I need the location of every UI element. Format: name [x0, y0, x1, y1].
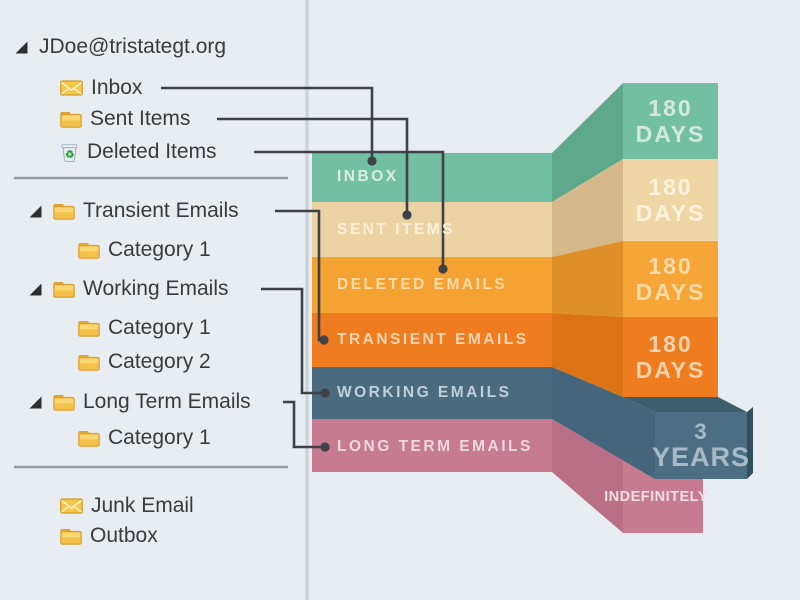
folder-junk-email[interactable]: Junk Email — [60, 492, 194, 520]
expand-triangle-icon[interactable] — [14, 40, 29, 55]
block-3-years — [655, 412, 747, 479]
expand-triangle-icon[interactable] — [28, 395, 43, 410]
band-label-sent-items: SENT ITEMS — [337, 221, 456, 238]
folder-inbox[interactable]: Inbox — [60, 74, 142, 102]
block-180-days-inbox — [623, 83, 718, 159]
retention-value: 180 — [648, 174, 693, 200]
folder-icon — [53, 281, 75, 298]
connector-lines — [161, 86, 445, 449]
folder-label: Transient Emails — [83, 199, 239, 222]
folder-long-term-emails[interactable]: Long Term Emails — [28, 388, 251, 416]
folder-label: Outbox — [90, 524, 158, 547]
folder-icon — [60, 528, 82, 545]
retention-unit: YEARS — [651, 442, 751, 472]
connector-inbox — [161, 86, 374, 160]
folder-deleted-items[interactable]: Deleted Items — [60, 138, 217, 166]
folder-icon — [78, 430, 100, 447]
folder-icon — [78, 242, 100, 259]
band-label-long-term-emails: LONG TERM EMAILS — [337, 438, 533, 455]
folder-outbox[interactable]: Outbox — [60, 522, 158, 550]
ribbon-long-term — [552, 419, 623, 533]
retention-value: 180 — [648, 253, 693, 279]
folder-label: Working Emails — [83, 277, 229, 300]
block-180-days-transient — [623, 317, 718, 397]
folder-working-category-1[interactable]: Category 1 — [78, 314, 211, 342]
retention-value: 180 — [648, 95, 693, 121]
ribbon-deleted-emails — [552, 241, 623, 317]
folder-label: Category 1 — [108, 426, 211, 449]
retention-label-180-days-4: 180 DAYS — [623, 317, 718, 397]
retention-unit: DAYS — [635, 279, 706, 305]
band-inbox — [312, 153, 552, 202]
retention-label-180-days-1: 180 DAYS — [623, 83, 718, 159]
band-label-inbox: INBOX — [337, 168, 399, 185]
connector-dots — [319, 156, 448, 452]
folder-transient-emails[interactable]: Transient Emails — [28, 197, 239, 225]
retention-label-3-years: 3 YEARS — [651, 412, 751, 479]
folder-icon — [78, 320, 100, 337]
envelope-icon — [60, 498, 83, 514]
folder-icon — [78, 354, 100, 371]
block-3-years-top-face — [623, 397, 747, 412]
band-label-deleted-emails: DELETED EMAILS — [337, 276, 508, 293]
ribbon-inbox — [552, 83, 623, 202]
folder-label: Inbox — [91, 76, 143, 99]
band-working-emails — [312, 367, 552, 419]
ribbon-sent-items — [552, 159, 623, 257]
folder-label: Category 1 — [108, 316, 211, 339]
band-long-term-emails — [312, 419, 552, 472]
recycle-bin-icon — [61, 144, 78, 162]
folder-label: Junk Email — [91, 494, 194, 517]
retention-label-180-days-3: 180 DAYS — [623, 241, 718, 317]
band-sent-items — [312, 202, 552, 257]
expand-triangle-icon[interactable] — [28, 282, 43, 297]
retention-label-180-days-2: 180 DAYS — [623, 159, 718, 241]
block-180-days-deleted — [623, 241, 718, 317]
retention-value: INDEFINITELY — [604, 489, 708, 505]
band-label-working-emails: WORKING EMAILS — [337, 384, 512, 401]
folder-label: Long Term Emails — [83, 390, 251, 413]
folder-icon — [53, 203, 75, 220]
folder-working-emails[interactable]: Working Emails — [28, 275, 228, 303]
mailbox-root-label: JDoe@tristategt.org — [39, 35, 227, 58]
mailbox-root[interactable]: JDoe@tristategt.org — [14, 33, 226, 61]
block-3-years-side-face — [747, 407, 753, 479]
retention-value: 180 — [648, 331, 693, 357]
ribbon-working-emails — [552, 367, 655, 479]
connector-working — [261, 287, 323, 395]
retention-unit: DAYS — [635, 200, 706, 226]
connector-long-term — [283, 400, 323, 449]
folder-long-term-category-1[interactable]: Category 1 — [78, 424, 211, 452]
folder-label: Category 2 — [108, 350, 211, 373]
retention-value: 3 — [694, 419, 708, 444]
band-transient-emails — [312, 313, 552, 367]
band-label-transient-emails: TRANSIENT EMAILS — [337, 331, 529, 348]
retention-unit: DAYS — [635, 121, 706, 147]
folder-transient-category-1[interactable]: Category 1 — [78, 236, 211, 264]
connector-sent-items — [217, 117, 409, 214]
folder-label: Deleted Items — [87, 140, 217, 163]
folder-icon — [53, 394, 75, 411]
retention-unit: DAYS — [635, 357, 706, 383]
folder-icon — [60, 111, 82, 128]
folder-sent-items[interactable]: Sent Items — [60, 105, 190, 133]
retention-label-indefinitely: INDEFINITELY — [604, 479, 707, 515]
envelope-icon — [60, 80, 83, 96]
folder-working-category-2[interactable]: Category 2 — [78, 348, 211, 376]
expand-triangle-icon[interactable] — [28, 204, 43, 219]
ribbon-transient-emails — [552, 313, 623, 397]
folder-label: Sent Items — [90, 107, 191, 130]
block-180-days-sent — [623, 159, 718, 241]
folder-label: Category 1 — [108, 238, 211, 261]
connector-deleted-items — [254, 150, 445, 268]
band-deleted-emails — [312, 257, 552, 313]
